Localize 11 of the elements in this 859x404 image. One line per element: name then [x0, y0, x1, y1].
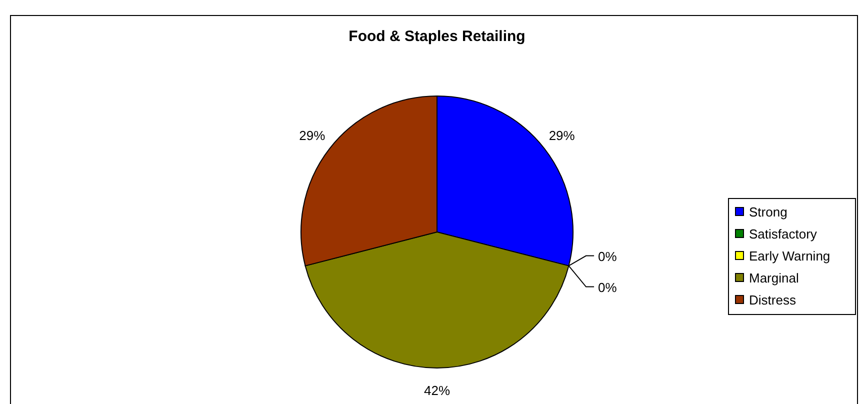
legend-label: Satisfactory — [749, 226, 818, 242]
legend-label: Marginal — [749, 270, 799, 286]
legend-label: Early Warning — [749, 248, 830, 264]
chart-title: Food & Staples Retailing — [348, 28, 526, 45]
text: 0% — [598, 280, 617, 295]
text: 0% — [598, 248, 617, 264]
data-label: 29% — [548, 128, 576, 144]
data-label: 42% — [424, 383, 450, 398]
legend-label: Distress — [749, 292, 796, 308]
legend-label: Strong — [749, 204, 788, 220]
data-label: 29% — [299, 128, 326, 144]
